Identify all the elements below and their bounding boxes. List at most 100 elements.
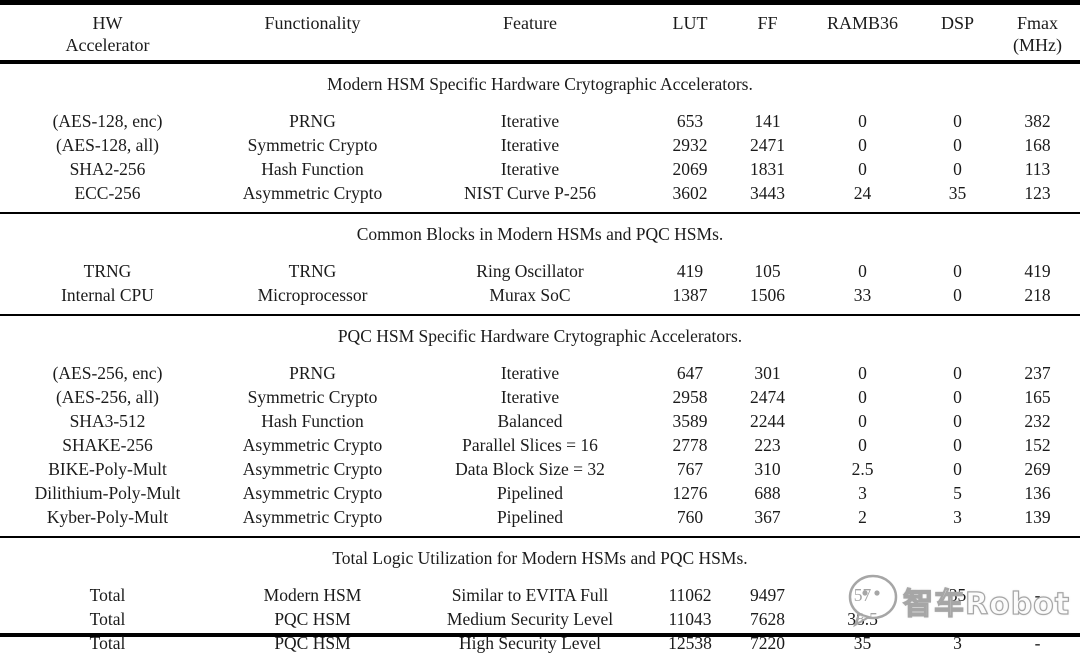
cell-dsp: 0 bbox=[953, 435, 962, 455]
cell-lut: 2958 bbox=[672, 387, 708, 407]
cell-ramb36: 3 bbox=[858, 483, 867, 503]
cell-functionality: Symmetric Crypto bbox=[247, 135, 378, 155]
cell-dsp: 0 bbox=[953, 261, 962, 281]
cell-dsp: 0 bbox=[953, 159, 962, 179]
cell-fmax-mhz: - bbox=[1034, 585, 1041, 605]
cell-functionality: Asymmetric Crypto bbox=[242, 507, 383, 527]
cell-ff: 310 bbox=[754, 459, 781, 479]
cell-lut: 419 bbox=[676, 261, 704, 281]
cell-ff: 3443 bbox=[750, 183, 785, 203]
section-title: Total Logic Utilization for Modern HSMs … bbox=[0, 536, 1080, 580]
cell-ramb36: 33 bbox=[853, 285, 872, 305]
cell-lut: 647 bbox=[676, 363, 704, 383]
cell-ramb36: 35 bbox=[853, 633, 872, 653]
cell-ff: 223 bbox=[754, 435, 781, 455]
cell-hw-accelerator: Total bbox=[89, 609, 126, 629]
cell-functionality: Symmetric Crypto bbox=[247, 387, 378, 407]
cell-ff: 2471 bbox=[750, 135, 785, 155]
cell-ramb36: 57 bbox=[853, 585, 872, 605]
cell-ff: 105 bbox=[754, 261, 781, 281]
column-header-hw-accelerator: HW Accelerator bbox=[65, 13, 150, 55]
cell-lut: 3602 bbox=[672, 183, 708, 203]
cell-feature: Balanced bbox=[497, 411, 563, 431]
section-row: Common Blocks in Modern HSMs and PQC HSM… bbox=[0, 212, 1080, 256]
column-header-lut: LUT bbox=[672, 13, 708, 33]
table-header: HW Accelerator Functionality Feature LUT FF RA… bbox=[0, 5, 1080, 62]
table-row: Kyber-Poly-Mult Asymmetric Crypto Pipeline… bbox=[0, 505, 1080, 537]
cell-feature: High Security Level bbox=[459, 633, 601, 653]
cell-hw-accelerator: Internal CPU bbox=[61, 285, 154, 305]
cell-fmax-mhz: 237 bbox=[1024, 363, 1051, 383]
cell-hw-accelerator: ECC-256 bbox=[74, 183, 141, 203]
cell-feature: NIST Curve P-256 bbox=[464, 183, 596, 203]
cell-fmax-mhz: 123 bbox=[1024, 183, 1051, 203]
cell-lut: 12538 bbox=[668, 633, 712, 653]
cell-ramb36: 24 bbox=[853, 183, 872, 203]
cell-ramb36: 38.5 bbox=[847, 609, 878, 629]
table-row: Total Modern HSM Similar to EVITA Full 1106… bbox=[0, 580, 1080, 607]
cell-fmax-mhz: 168 bbox=[1024, 135, 1051, 155]
cell-functionality: Asymmetric Crypto bbox=[242, 183, 383, 203]
cell-feature: Similar to EVITA Full bbox=[451, 585, 609, 605]
section-title: Modern HSM Specific Hardware Crytographi… bbox=[327, 74, 753, 94]
cell-ff: 688 bbox=[754, 483, 781, 503]
cell-ramb36: 0 bbox=[858, 261, 867, 281]
cell-ramb36: 0 bbox=[858, 435, 867, 455]
cell-feature: Ring Oscillator bbox=[476, 261, 584, 281]
cell-hw-accelerator: SHAKE-256 bbox=[62, 435, 153, 455]
cell-hw-accelerator: BIKE-Poly-Mult bbox=[48, 459, 167, 479]
cell-ramb36: 0 bbox=[858, 135, 867, 155]
table-row: TRNG TRNG Ring Oscillator 419 105 0 0 419 bbox=[0, 256, 1080, 283]
table-row: BIKE-Poly-Mult Asymmetric Crypto Data Bloc… bbox=[0, 457, 1080, 481]
cell-lut: 11043 bbox=[668, 609, 712, 629]
cell-lut: 2778 bbox=[672, 435, 708, 455]
column-header-dsp: DSP bbox=[940, 13, 975, 33]
cell-fmax-mhz: 232 bbox=[1024, 411, 1051, 431]
cell-feature: Parallel Slices = 16 bbox=[462, 435, 598, 455]
cell-hw-accelerator: Total bbox=[89, 633, 126, 653]
cell-ff: 141 bbox=[754, 111, 781, 131]
cell-ff: 2474 bbox=[750, 387, 785, 407]
table-row: (AES-128, enc) PRNG Iterative 653 141 0 0 382 bbox=[0, 106, 1080, 133]
cell-dsp: 35 bbox=[948, 183, 967, 203]
results-table: HW Accelerator Functionality Feature LUT FF RA… bbox=[0, 5, 1080, 662]
cell-dsp: 0 bbox=[953, 411, 962, 431]
table-row: Total PQC HSM High Security Level 12538 7220… bbox=[0, 631, 1080, 662]
cell-hw-accelerator: SHA2-256 bbox=[69, 159, 146, 179]
cell-ff: 301 bbox=[754, 363, 781, 383]
cell-dsp: 0 bbox=[953, 459, 962, 479]
cell-feature: Iterative bbox=[500, 363, 560, 383]
cell-fmax-mhz bbox=[995, 607, 1080, 631]
cell-feature: Iterative bbox=[500, 135, 560, 155]
cell-dsp: 0 bbox=[953, 363, 962, 383]
cell-dsp bbox=[920, 607, 995, 631]
cell-feature: Iterative bbox=[500, 111, 560, 131]
cell-ff: 7220 bbox=[750, 633, 785, 653]
cell-hw-accelerator: (AES-256, enc) bbox=[52, 363, 163, 383]
cell-functionality: Hash Function bbox=[261, 159, 364, 179]
cell-lut: 2932 bbox=[672, 135, 708, 155]
column-header-ramb36: RAMB36 bbox=[826, 13, 898, 33]
cell-lut: 1276 bbox=[672, 483, 708, 503]
cell-hw-accelerator: (AES-256, all) bbox=[55, 387, 160, 407]
table-row: SHA3-512 Hash Function Balanced 3589 2244 0 0 2… bbox=[0, 409, 1080, 433]
table-row: SHA2-256 Hash Function Iterative 2069 1831 0 0… bbox=[0, 157, 1080, 181]
cell-lut: 1387 bbox=[672, 285, 708, 305]
cell-hw-accelerator: (AES-128, enc) bbox=[52, 111, 163, 131]
cell-lut: 653 bbox=[676, 111, 704, 131]
cell-lut: 760 bbox=[676, 507, 704, 527]
table-row: (AES-128, all) Symmetric Crypto Iterative 2… bbox=[0, 133, 1080, 157]
table-row: Internal CPU Microprocessor Murax SoC 1387 1… bbox=[0, 283, 1080, 315]
cell-functionality: Modern HSM bbox=[263, 585, 362, 605]
cell-hw-accelerator: TRNG bbox=[83, 261, 132, 281]
cell-hw-accelerator: SHA3-512 bbox=[69, 411, 146, 431]
table-row: ECC-256 Asymmetric Crypto NIST Curve P-256… bbox=[0, 181, 1080, 213]
cell-functionality: Asymmetric Crypto bbox=[242, 483, 383, 503]
cell-ramb36: 0 bbox=[858, 111, 867, 131]
cell-dsp: 0 bbox=[953, 111, 962, 131]
section-row: PQC HSM Specific Hardware Crytographic A… bbox=[0, 314, 1080, 358]
cell-dsp: 0 bbox=[953, 135, 962, 155]
cell-feature: Medium Security Level bbox=[446, 609, 614, 629]
cell-dsp: 0 bbox=[953, 285, 962, 305]
section-title: Common Blocks in Modern HSMs and PQC HSM… bbox=[0, 212, 1080, 256]
